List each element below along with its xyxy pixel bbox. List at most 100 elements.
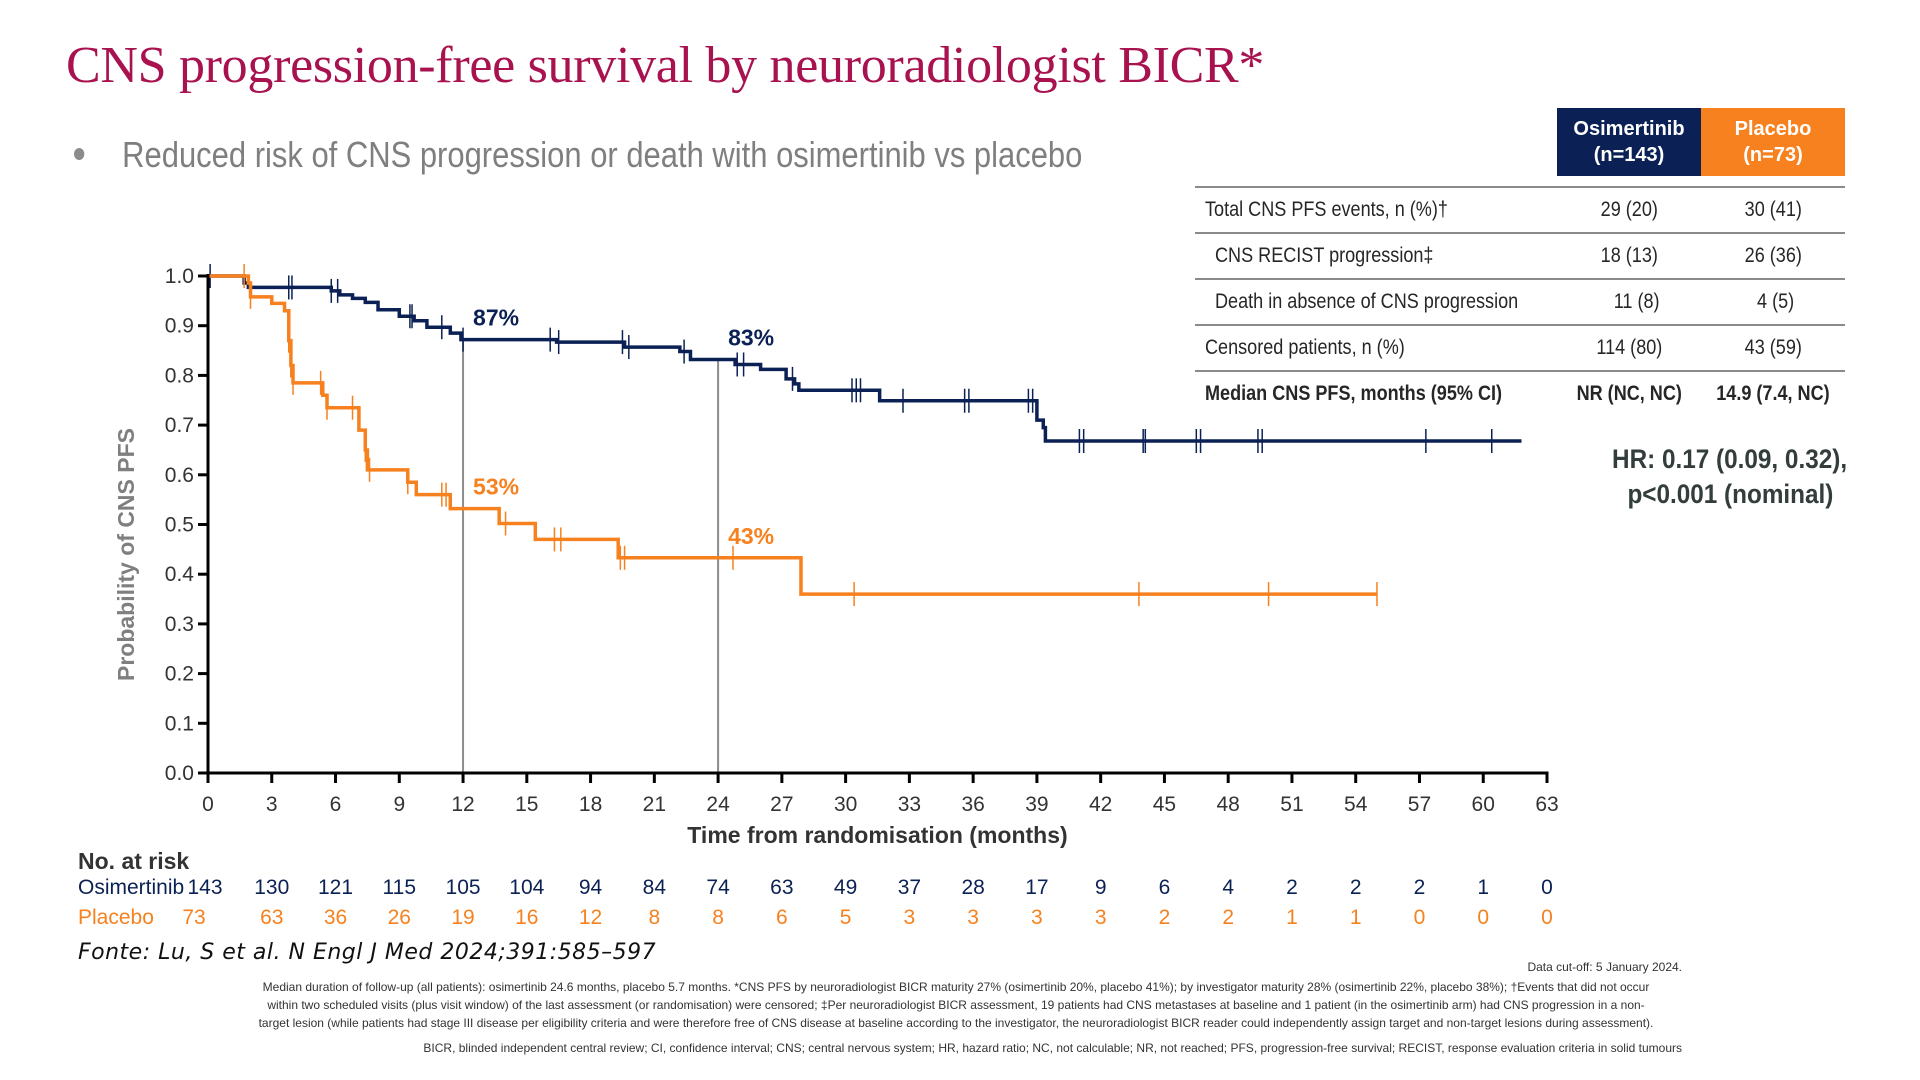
- risk-value: 3: [1031, 906, 1043, 929]
- key-message: Reduced risk of CNS progression or death…: [74, 134, 1082, 176]
- y-tick-label: 0.1: [165, 712, 194, 735]
- risk-value: 0: [1413, 906, 1426, 929]
- km-curve-osimertinib: [208, 274, 1522, 443]
- stats-row: CNS RECIST progression‡ 18 (13) 26 (36): [1195, 232, 1845, 278]
- x-tick-label: 9: [393, 793, 405, 816]
- x-tick-label: 0: [202, 793, 214, 816]
- risk-value: 4: [1222, 876, 1235, 899]
- risk-value: 16: [515, 906, 539, 929]
- landmark-label-osimertinib-24mo: 83%: [728, 324, 774, 350]
- footnote-line: within two scheduled visits (plus visit …: [267, 998, 1645, 1012]
- km-curve-placebo: [208, 274, 1377, 596]
- risk-value: 104: [509, 876, 545, 899]
- risk-value: 2: [1222, 906, 1235, 929]
- risk-value: 130: [254, 876, 290, 899]
- risk-value: 105: [445, 876, 481, 899]
- x-tick-label: 60: [1472, 793, 1495, 816]
- header-osimertinib-n: (n=143): [1593, 144, 1665, 166]
- x-tick-label: 18: [579, 793, 602, 816]
- risk-value: 3: [903, 906, 916, 929]
- risk-value: 84: [642, 876, 666, 899]
- x-tick-label: 15: [515, 793, 538, 816]
- key-message-text: Reduced risk of CNS progression or death…: [122, 134, 1083, 175]
- y-axis-label: Probability of CNS PFS: [113, 428, 139, 681]
- stats-row-label: CNS RECIST progression‡: [1215, 244, 1434, 267]
- x-tick-label: 3: [266, 793, 278, 816]
- header-placebo-name: Placebo: [1734, 118, 1812, 140]
- hazard-ratio-line1: HR: 0.17 (0.09, 0.32),: [1612, 444, 1848, 474]
- x-tick-label: 63: [1535, 793, 1558, 816]
- x-tick-label: 45: [1153, 793, 1176, 816]
- risk-value: 2: [1286, 876, 1298, 899]
- km-chart: 0.00.10.20.30.40.50.60.70.80.91.00 3 6 9 12 1…: [113, 264, 1559, 848]
- footnote-line: target lesion (while patients had stage …: [258, 1016, 1654, 1030]
- slide-title: CNS progression-free survival by neurora…: [66, 37, 1265, 94]
- risk-value: 2: [1413, 876, 1426, 899]
- risk-value: 49: [833, 876, 858, 899]
- risk-value: 3: [1094, 906, 1107, 929]
- risk-value: 121: [317, 876, 354, 899]
- risk-value: 115: [382, 876, 417, 899]
- x-tick-label: 30: [834, 793, 857, 816]
- y-tick-label: 0.9: [165, 315, 194, 338]
- y-tick-label: 0.0: [165, 762, 194, 785]
- header-placebo: Placebo (n=73): [1701, 108, 1845, 176]
- x-tick-label: 51: [1280, 793, 1303, 816]
- risk-value: 5: [839, 906, 852, 929]
- risk-value: 9: [1094, 876, 1107, 899]
- risk-value: 0: [1477, 906, 1490, 929]
- risk-value: 6: [776, 906, 788, 929]
- y-tick-label: 0.8: [165, 364, 194, 387]
- x-tick-label: 27: [770, 793, 793, 816]
- stats-row-osimertinib: 29 (20): [1600, 198, 1658, 221]
- risk-value: 8: [648, 906, 661, 929]
- risk-value: 26: [387, 906, 411, 929]
- stats-table-header: Osimertinib (n=143) Placebo (n=73): [1195, 108, 1845, 176]
- source-citation: Fonte: Lu, S et al. N Engl J Med 2024;39…: [78, 940, 657, 965]
- risk-value: 36: [323, 906, 348, 929]
- x-tick-label: 21: [643, 793, 666, 816]
- hazard-ratio: HR: 0.17 (0.09, 0.32), p<0.001 (nominal): [1560, 442, 1900, 512]
- x-tick-label: 42: [1089, 793, 1112, 816]
- risk-value: 73: [182, 906, 206, 929]
- x-tick-label: 6: [330, 793, 342, 816]
- x-tick-label: 57: [1408, 793, 1431, 816]
- risk-row-label-placebo: Placebo: [78, 906, 154, 929]
- abbreviations: BICR, blinded independent central review…: [423, 1041, 1682, 1055]
- stats-row: Total CNS PFS events, n (%)† 29 (20) 30 (4…: [1195, 186, 1845, 232]
- bullet-icon: [74, 148, 85, 161]
- stats-row-label: Death in absence of CNS progression: [1215, 290, 1519, 313]
- risk-value: 74: [706, 876, 730, 899]
- stats-row: Median CNS PFS, months (95% CI) NR (NC, N…: [1195, 370, 1845, 416]
- x-tick-label: 24: [706, 793, 730, 816]
- header-osimertinib: Osimertinib (n=143): [1557, 108, 1701, 176]
- stats-row-osimertinib: 11 (8): [1613, 290, 1660, 313]
- stats-row-placebo: 26 (36): [1744, 244, 1802, 267]
- stats-row-osimertinib: 114 (80): [1596, 336, 1662, 359]
- risk-value: 1: [1477, 876, 1490, 899]
- stats-row-osimertinib: NR (NC, NC): [1576, 382, 1682, 405]
- risk-value: 2: [1158, 906, 1171, 929]
- hazard-ratio-line2: p<0.001 (nominal): [1627, 479, 1833, 509]
- landmark-label-placebo-12mo: 53%: [473, 474, 519, 500]
- landmark-label-osimertinib-12mo: 87%: [473, 305, 519, 331]
- stats-row-label: Total CNS PFS events, n (%)†: [1205, 198, 1448, 221]
- stats-row-osimertinib: 18 (13): [1600, 244, 1658, 267]
- header-osimertinib-name: Osimertinib: [1573, 118, 1685, 140]
- risk-value: 12: [578, 906, 603, 929]
- risk-value: 28: [961, 876, 985, 899]
- header-placebo-n: (n=73): [1743, 144, 1803, 166]
- y-tick-label: 0.2: [165, 663, 194, 686]
- stats-row: Death in absence of CNS progression 11 (8…: [1195, 278, 1845, 324]
- x-tick-label: 39: [1025, 793, 1048, 816]
- risk-value: 2: [1349, 876, 1362, 899]
- y-tick-label: 1.0: [165, 265, 194, 288]
- risk-value: 0: [1541, 876, 1553, 899]
- risk-value: 3: [967, 906, 979, 929]
- y-tick-label: 0.6: [165, 464, 194, 487]
- number-at-risk-title: No. at risk: [78, 848, 190, 874]
- stats-row-placebo: 14.9 (7.4, NC): [1716, 382, 1830, 405]
- y-tick-label: 0.7: [165, 414, 194, 437]
- footnote-line: Median duration of follow-up (all patien…: [262, 980, 1650, 994]
- risk-value: 1: [1286, 906, 1298, 929]
